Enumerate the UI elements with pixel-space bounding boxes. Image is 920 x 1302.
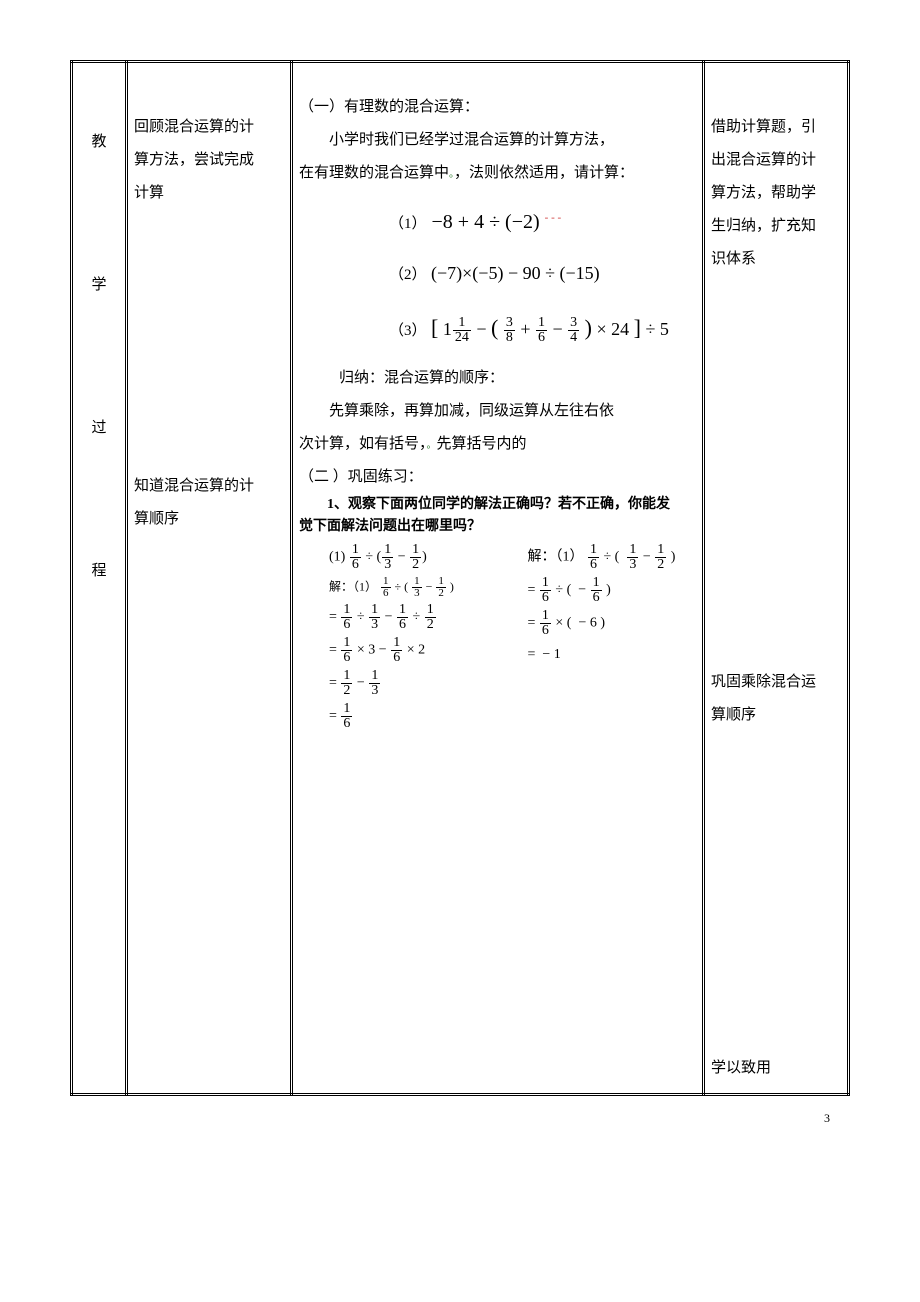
question1-line1: 1、观察下面两位同学的解法正确吗？若不正确，你能发 — [299, 494, 696, 516]
question1-line2: 觉下面解法问题出在哪里吗？ — [299, 516, 696, 538]
note1-line3: 算方法，帮助学 — [711, 177, 841, 210]
section2-title: （二 ）巩固练习： — [299, 461, 696, 494]
stage-label: 教 学 过 程 — [79, 71, 119, 643]
activity2-line1: 知道混合运算的计 — [134, 470, 284, 503]
stage-char-1: 教 — [91, 126, 106, 159]
dash-mark-icon: - - - — [545, 211, 562, 223]
page-number: 3 — [824, 1111, 830, 1126]
stage-char-3: 过 — [91, 412, 106, 445]
activity1-line2: 算方法，尝试完成 — [134, 144, 284, 177]
intro-line1: 小学时我们已经学过混合运算的计算方法， — [299, 124, 696, 157]
note3: 学以致用 — [711, 1052, 841, 1085]
equation-3: （3） [ 1124 − ( 38 + 16 − 34 ) × 24 ] ÷ 5 — [389, 304, 696, 352]
solution-b: 解：（1） 16 ÷ ( 13 − 12 ) = 16 ÷ ( − 16 ) =… — [528, 539, 697, 735]
col-content: （一）有理数的混合运算： 小学时我们已经学过混合运算的计算方法， 在有理数的混合… — [292, 62, 704, 1095]
col-notes: 借助计算题，引 出混合运算的计 算方法，帮助学 生归纳，扩充知 识体系 巩固乘除… — [704, 62, 849, 1095]
solution-a: (1) 16 ÷ (13 − 12) 解：（1） 16 ÷ ( 13 − 12 … — [329, 539, 498, 735]
equation-2: （2） (−7)×(−5) − 90 ÷ (−15) — [389, 254, 696, 294]
note2-line2: 算顺序 — [711, 699, 841, 732]
equation-1: （1） −8 + 4 ÷ (−2) - - - — [389, 200, 696, 244]
activity1-line3: 计算 — [134, 177, 284, 210]
note2-line1: 巩固乘除混合运 — [711, 666, 841, 699]
summary-line2: 次计算，如有括号，。先算括号内的 — [299, 428, 696, 461]
page-container: 教 学 过 程 回顾混合运算的计 算方法，尝试完成 计算 知道混合运算的计 算顺… — [70, 60, 850, 1096]
activity2-line2: 算顺序 — [134, 503, 284, 536]
note1-line4: 生归纳，扩充知 — [711, 210, 841, 243]
marker-icon: 。 — [449, 169, 454, 180]
note1-line2: 出混合运算的计 — [711, 144, 841, 177]
stage-char-4: 程 — [91, 555, 106, 588]
section1-title: （一）有理数的混合运算： — [299, 91, 696, 124]
activity1-line1: 回顾混合运算的计 — [134, 111, 284, 144]
summary-label: 归纳：混合运算的顺序： — [339, 362, 696, 395]
solutions-wrap: (1) 16 ÷ (13 − 12) 解：（1） 16 ÷ ( 13 − 12 … — [329, 539, 696, 735]
col-stage: 教 学 过 程 — [72, 62, 127, 1095]
stage-char-2: 学 — [91, 269, 106, 302]
summary-line1: 先算乘除，再算加减，同级运算从左往右依 — [299, 395, 696, 428]
note1-line5: 识体系 — [711, 243, 841, 276]
lesson-table: 教 学 过 程 回顾混合运算的计 算方法，尝试完成 计算 知道混合运算的计 算顺… — [70, 60, 850, 1096]
col-activity: 回顾混合运算的计 算方法，尝试完成 计算 知道混合运算的计 算顺序 — [127, 62, 292, 1095]
note1-line1: 借助计算题，引 — [711, 111, 841, 144]
intro-line2: 在有理数的混合运算中。，法则依然适用，请计算： — [299, 157, 696, 190]
marker-icon-2: 。 — [427, 440, 437, 451]
